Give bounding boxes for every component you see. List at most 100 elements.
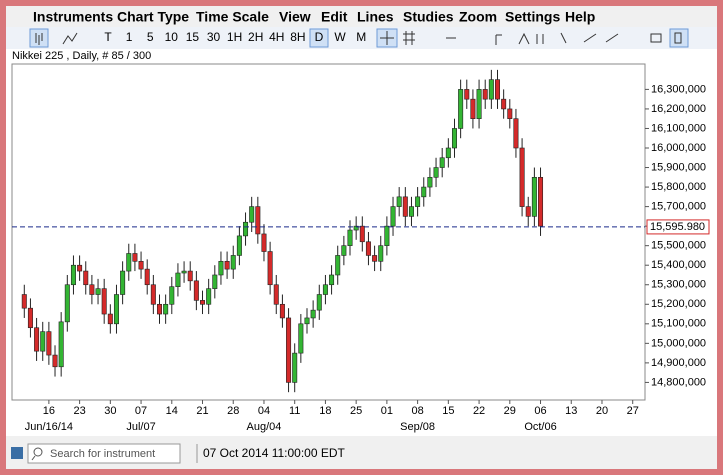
y-tick-label: 15,400,000 [651, 259, 706, 271]
candle-body [310, 309, 316, 319]
candle-body [138, 261, 144, 270]
y-tick-label: 16,000,000 [651, 142, 706, 154]
chart-title: Nikkei 225 , Daily, # 85 / 300 [12, 50, 151, 62]
menu-item[interactable]: Chart Type [117, 9, 189, 25]
x-tick-label: 11 [289, 405, 300, 417]
candle-body [390, 206, 396, 227]
candle-body [126, 253, 132, 272]
search-icon [31, 455, 36, 461]
tool-selected-2[interactable] [669, 28, 689, 48]
toolbar [6, 27, 717, 49]
timeframe-button[interactable]: M [356, 30, 366, 44]
y-tick-label: 16,100,000 [651, 122, 706, 134]
candle-body [495, 79, 501, 100]
candle-body [458, 89, 464, 129]
timeframe-button[interactable]: 5 [147, 30, 154, 44]
candle-body [120, 270, 126, 295]
timeframe-button[interactable]: 2H [248, 30, 263, 44]
timeframe-button[interactable]: 15 [186, 30, 200, 44]
menu-item[interactable]: Instruments [33, 9, 113, 25]
month-label: Jul/07 [126, 421, 155, 433]
candle-body [378, 245, 384, 262]
menu-item[interactable]: Settings [505, 9, 560, 25]
candle-body [408, 206, 414, 217]
search-icon [33, 447, 43, 457]
candle-body [267, 251, 273, 286]
candle-body [21, 294, 27, 309]
x-tick-label: 27 [627, 405, 639, 417]
x-tick-label: 07 [135, 405, 147, 417]
candle-body [365, 241, 371, 256]
menu-item[interactable]: Zoom [459, 9, 497, 25]
timeframe-button[interactable]: T [104, 30, 112, 44]
candle-body [501, 98, 507, 110]
timeframe-button[interactable]: 30 [207, 30, 221, 44]
candle-body [329, 274, 335, 286]
y-tick-label: 14,800,000 [651, 376, 706, 388]
candle-body [200, 300, 206, 305]
month-label: Jun/16/14 [25, 421, 73, 433]
y-tick-label: 15,800,000 [651, 181, 706, 193]
month-label: Oct/06 [524, 421, 556, 433]
timeframe-button[interactable]: 1H [227, 30, 242, 44]
plot-area [11, 63, 646, 401]
candle-body [58, 321, 64, 368]
candle-body [273, 284, 279, 305]
candle-body [322, 284, 328, 295]
candle-body [531, 177, 537, 217]
timeframe-button[interactable]: 1 [126, 30, 133, 44]
candle-body [218, 261, 224, 276]
timeframe-button[interactable]: 4H [269, 30, 284, 44]
candle-body [224, 261, 230, 270]
timeframe-button[interactable]: D [315, 30, 324, 44]
x-tick-label: 16 [43, 405, 55, 417]
y-tick-label: 15,300,000 [651, 279, 706, 291]
candle-body [445, 147, 451, 159]
candle-body [77, 264, 83, 272]
candle-body [286, 317, 292, 383]
y-tick-label: 15,900,000 [651, 161, 706, 173]
candle-body [107, 313, 113, 325]
menu-item[interactable]: Help [565, 9, 595, 25]
menu-item[interactable]: Lines [357, 9, 394, 25]
y-tick-label: 16,200,000 [651, 103, 706, 115]
candle-body [113, 294, 119, 325]
menu-item[interactable]: Edit [321, 9, 348, 25]
candle-body [402, 196, 408, 217]
candle-body [101, 288, 107, 315]
search-box[interactable] [27, 443, 181, 464]
candle-body [261, 233, 267, 252]
status-time: 07 Oct 2014 11:00:00 EDT [203, 446, 346, 460]
month-label: Aug/04 [247, 421, 282, 433]
candle-body [359, 225, 365, 243]
timeframe-button[interactable]: 8H [290, 30, 305, 44]
candle-body [132, 253, 138, 262]
candle-body [175, 272, 181, 287]
x-tick-label: 28 [227, 405, 239, 417]
x-tick-label: 30 [104, 405, 116, 417]
candle-body [163, 303, 169, 315]
timeframe-button[interactable]: W [334, 30, 346, 44]
candle-body [433, 167, 439, 178]
candle-body [439, 157, 445, 168]
search-placeholder[interactable]: Search for instrument [50, 448, 155, 460]
menu-item[interactable]: View [279, 9, 311, 25]
menu-item[interactable]: Studies [403, 9, 454, 25]
candle-body [353, 225, 359, 231]
x-tick-label: 25 [350, 405, 362, 417]
y-tick-label: 15,100,000 [651, 318, 706, 330]
timeframe-button[interactable]: 10 [165, 30, 179, 44]
y-tick-label: 15,200,000 [651, 298, 706, 310]
x-tick-label: 18 [319, 405, 331, 417]
candle-body [212, 274, 218, 289]
price-label-box [646, 219, 710, 235]
candle-body [415, 196, 421, 207]
candle-body [46, 331, 52, 356]
candle-body [451, 128, 457, 149]
tool-icons [35, 32, 78, 45]
menu-item[interactable]: Time Scale [196, 9, 269, 25]
candle-body [384, 225, 390, 246]
candle-body [255, 206, 261, 235]
y-tick-label: 15,700,000 [651, 201, 706, 213]
